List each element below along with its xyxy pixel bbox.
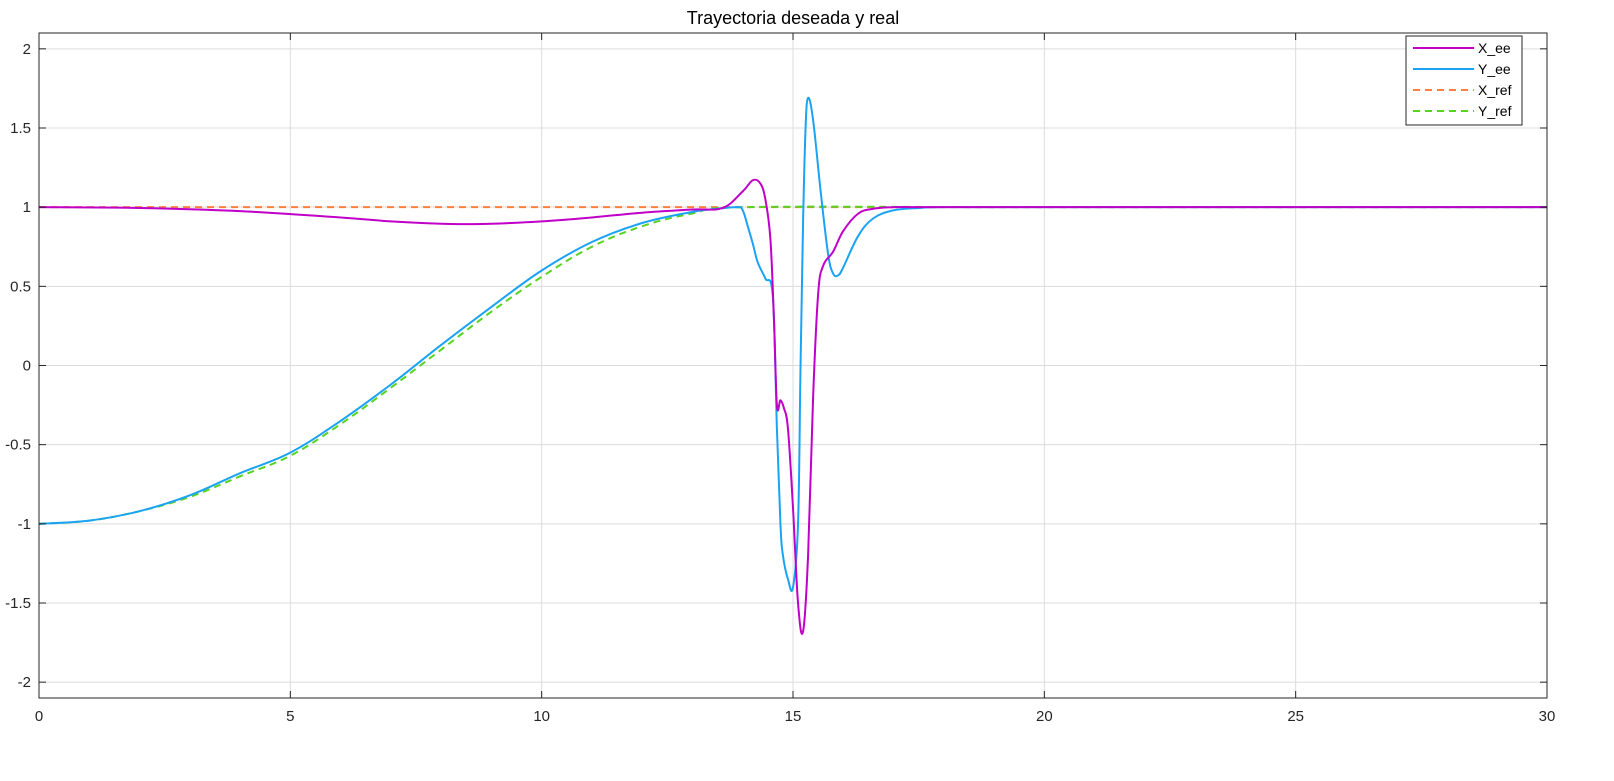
legend-label: Y_ref	[1478, 103, 1512, 119]
legend: X_ee Y_ee X_ref Y_ref	[1405, 35, 1523, 126]
y-tick-label: -1.5	[5, 595, 31, 612]
series-layer	[39, 96, 1547, 635]
x-tick-label: 30	[1539, 708, 1556, 725]
legend-label: X_ee	[1478, 40, 1511, 56]
x-tick-label: 20	[1036, 708, 1053, 725]
legend-label: Y_ee	[1478, 61, 1511, 77]
y-tick-label: -2	[18, 674, 31, 691]
y-tick-label: 2	[23, 41, 31, 58]
x-tick-label: 15	[785, 708, 802, 725]
y-tick-label: 0	[23, 358, 31, 375]
x-tick-label: 25	[1287, 708, 1304, 725]
series-line-y-ee	[39, 96, 1547, 592]
y-tick-label: 1.5	[10, 120, 31, 137]
x-tick-label: 0	[35, 708, 43, 725]
y-tick-label: -1	[18, 516, 31, 533]
x-tick-label: 10	[533, 708, 550, 725]
x-tick-label: 5	[286, 708, 294, 725]
series-line-x-ee	[39, 178, 1547, 635]
y-tick-label: -0.5	[5, 437, 31, 454]
y-tick-label: 1	[23, 199, 31, 216]
y-tick-label: 0.5	[10, 278, 31, 295]
chart-title: Trayectoria deseada y real	[687, 8, 899, 28]
legend-label: X_ref	[1478, 82, 1512, 98]
ticks: 0 5 10 15 20 25 30 -2 -1.5 -1 -0.5 0 0.5 1 1.5 2	[5, 33, 1555, 725]
